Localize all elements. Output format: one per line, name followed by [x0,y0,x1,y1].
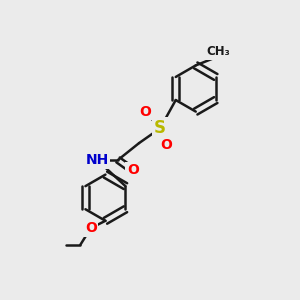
Text: CH₃: CH₃ [206,45,230,58]
Text: S: S [154,119,166,137]
Text: O: O [140,105,151,118]
Text: O: O [160,138,172,152]
Text: NH: NH [85,153,109,167]
Text: O: O [85,221,97,235]
Text: O: O [127,164,139,177]
